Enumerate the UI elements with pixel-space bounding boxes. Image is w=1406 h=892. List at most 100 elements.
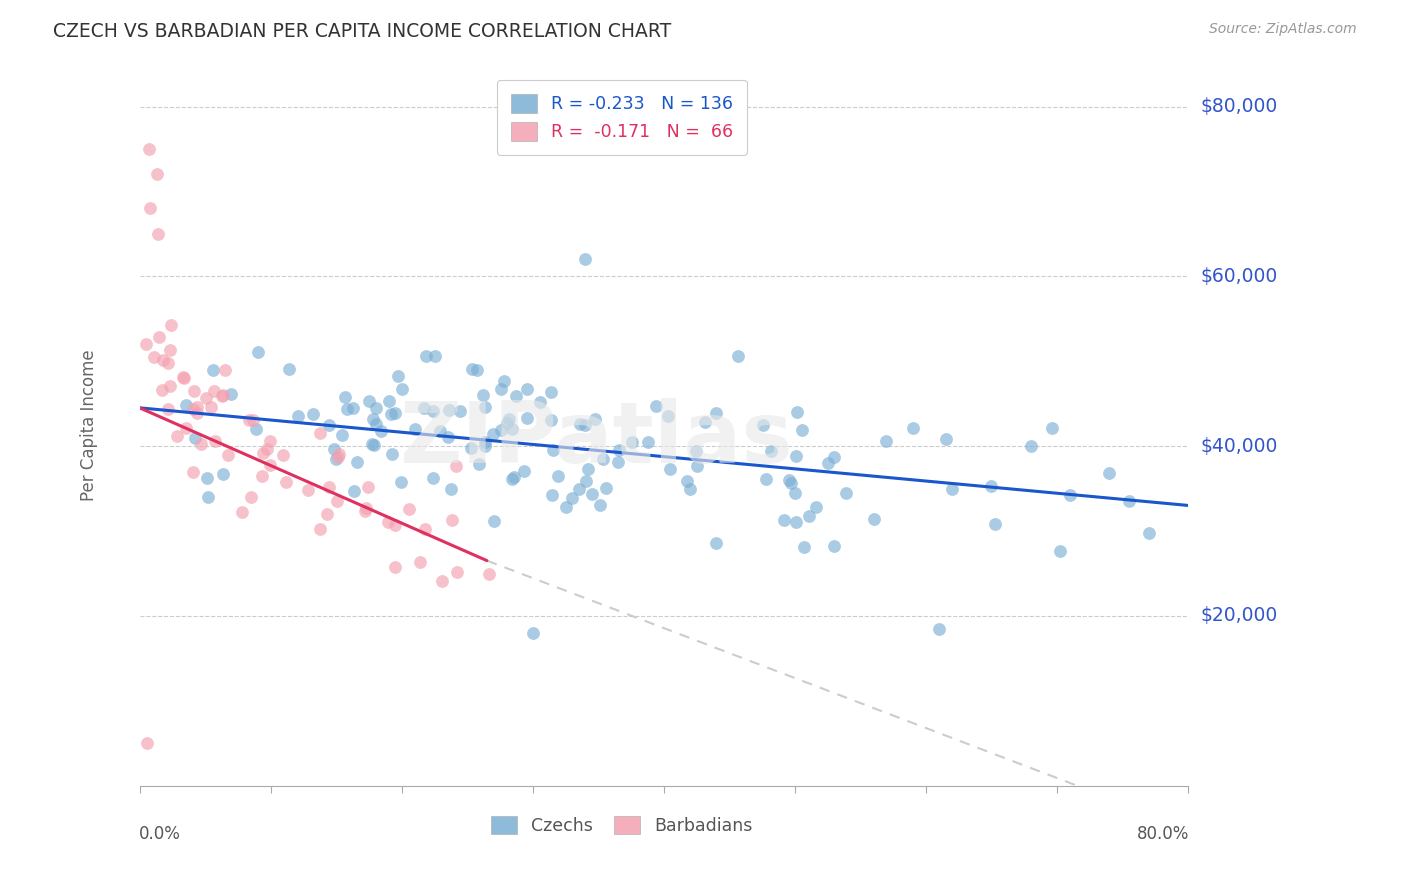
Point (783, 485, 806, 500)
Point (159, 378, 181, 392)
Point (328, 450, 350, 464)
Point (637, 434, 659, 449)
Point (136, 736, 159, 750)
Text: Per Capita Income: Per Capita Income (80, 349, 98, 500)
Point (474, 401, 496, 415)
Point (595, 481, 617, 495)
Point (522, 625, 544, 640)
Point (190, 437, 212, 451)
Point (516, 411, 538, 425)
Point (568, 417, 591, 432)
Point (468, 457, 491, 471)
Point (686, 458, 709, 473)
Point (398, 502, 420, 516)
Point (575, 474, 598, 488)
Point (472, 388, 495, 402)
Point (465, 363, 488, 377)
Point (276, 475, 298, 490)
Point (328, 447, 350, 461)
Point (568, 482, 591, 496)
Point (145, 168, 167, 182)
Point (211, 467, 233, 482)
Point (166, 428, 188, 442)
Point (359, 393, 381, 408)
Point (152, 353, 174, 368)
Point (256, 442, 278, 456)
Point (1098, 467, 1121, 481)
Point (404, 422, 426, 436)
Point (592, 451, 614, 466)
Point (183, 384, 205, 398)
Point (380, 408, 402, 422)
Point (174, 421, 197, 435)
Point (302, 407, 325, 421)
Point (378, 393, 401, 408)
Point (422, 471, 444, 485)
Point (1049, 544, 1071, 558)
Text: $80,000: $80,000 (1201, 97, 1278, 116)
Point (1118, 494, 1140, 508)
Point (501, 472, 523, 486)
Point (461, 362, 484, 376)
Point (554, 500, 576, 514)
Point (381, 447, 404, 461)
Point (202, 384, 225, 398)
Point (695, 415, 717, 429)
Point (980, 479, 1002, 493)
Point (685, 444, 707, 458)
Point (901, 421, 924, 435)
Point (354, 504, 377, 518)
Point (862, 512, 884, 526)
Point (252, 446, 274, 460)
Point (799, 509, 821, 524)
Point (513, 464, 536, 478)
Point (581, 486, 603, 500)
Point (659, 462, 682, 476)
Point (181, 465, 204, 479)
Point (389, 475, 412, 490)
Point (384, 518, 406, 533)
Point (474, 435, 496, 450)
Point (138, 142, 160, 156)
Point (437, 430, 460, 444)
Point (817, 456, 839, 470)
Point (706, 536, 728, 550)
Point (160, 318, 183, 333)
Point (336, 402, 359, 417)
Point (330, 427, 353, 442)
Point (607, 455, 630, 469)
Point (172, 370, 194, 384)
Point (211, 388, 233, 402)
Point (785, 450, 807, 464)
Point (644, 399, 666, 413)
Point (835, 486, 858, 500)
Text: 80.0%: 80.0% (1136, 825, 1189, 843)
Point (343, 483, 366, 498)
Point (785, 515, 807, 529)
Point (212, 388, 235, 402)
Point (413, 522, 436, 536)
Point (482, 514, 505, 528)
Point (752, 417, 775, 432)
Point (363, 438, 385, 452)
Point (440, 482, 463, 496)
Point (214, 363, 236, 377)
Point (440, 513, 463, 527)
Point (446, 565, 468, 579)
Point (354, 501, 377, 516)
Point (430, 574, 453, 588)
Point (489, 382, 512, 396)
Point (727, 349, 749, 363)
Point (578, 462, 600, 476)
Point (804, 500, 827, 514)
Point (984, 517, 1007, 532)
Point (449, 404, 471, 418)
Point (150, 383, 173, 397)
Point (786, 405, 808, 419)
Point (186, 406, 208, 420)
Point (259, 434, 281, 449)
Point (217, 448, 239, 462)
Point (505, 389, 527, 403)
Point (759, 443, 782, 458)
Point (148, 329, 170, 343)
